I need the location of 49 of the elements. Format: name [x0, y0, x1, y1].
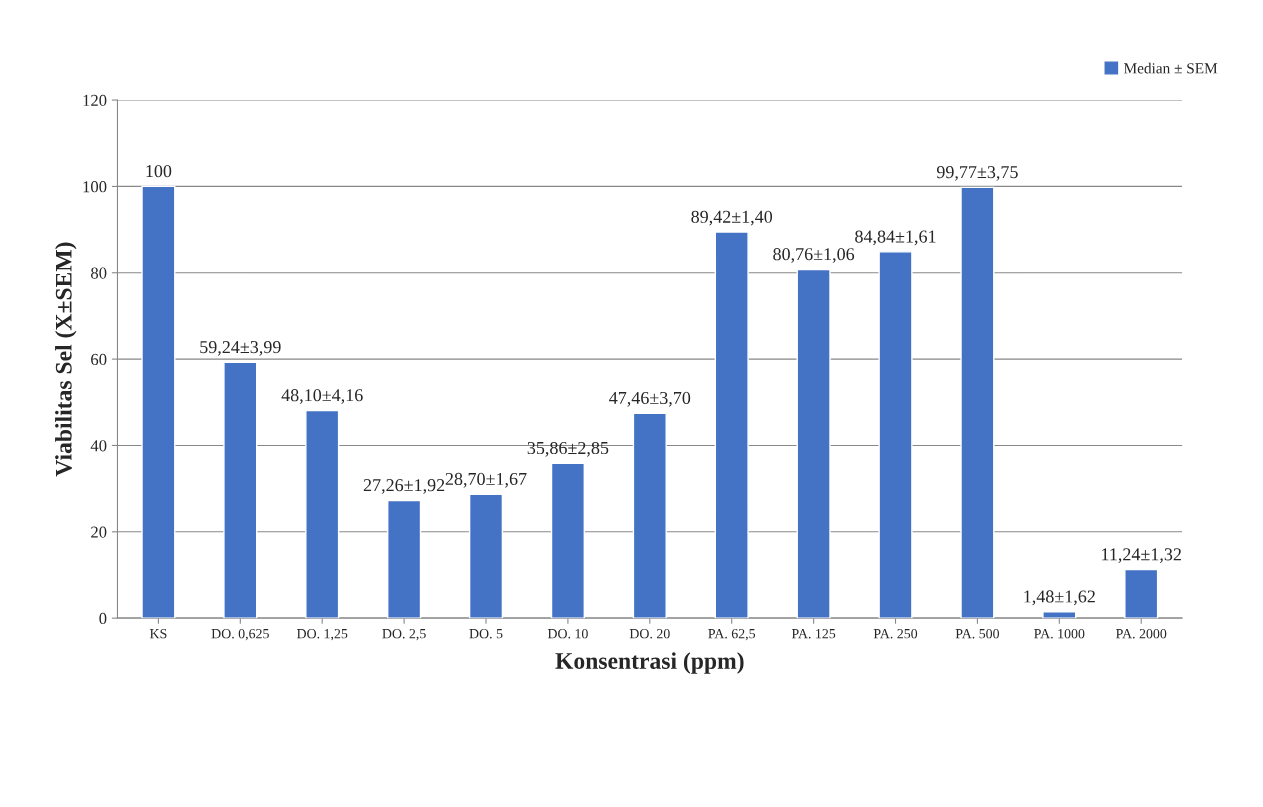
data-label: 99,77±3,75	[936, 166, 1018, 181]
bar	[141, 185, 176, 619]
bar	[1124, 568, 1159, 619]
data-label: 11,24±1,32	[1102, 548, 1181, 564]
y-tick-label: 60	[91, 353, 107, 366]
x-tick-label: PA. 125	[791, 629, 836, 639]
bar	[550, 462, 585, 619]
y-tick-label: 20	[91, 526, 107, 538]
x-tick-label: PA. 1000	[1034, 628, 1085, 639]
data-label: 100	[146, 165, 172, 178]
data-label: 84,84±1,61	[855, 230, 936, 246]
data-label: 1,48±1,62	[1024, 590, 1095, 606]
x-tick-label: DO. 0,625	[211, 628, 269, 641]
y-axis-title: Viabilitas Sel (X±SEM)	[55, 242, 77, 477]
data-label: 89,42±1,40	[691, 210, 773, 226]
x-tick-label: KS	[149, 629, 167, 639]
bar	[796, 268, 831, 619]
data-label: 59,24±3,99	[200, 341, 281, 356]
x-tick-label: PA. 2000	[1116, 628, 1167, 639]
data-label: 28,70±1,67	[445, 472, 527, 488]
data-label: 80,76±1,06	[773, 248, 855, 263]
x-axis-title: Konsentrasi (ppm)	[555, 652, 744, 674]
bar	[468, 493, 504, 619]
bar	[223, 361, 258, 619]
x-tick-label: DO. 5	[469, 629, 503, 639]
y-tick-label: 100	[83, 181, 107, 193]
x-tick-label: DO. 20	[629, 628, 670, 639]
bar	[878, 251, 913, 619]
x-tick-label: DO. 10	[547, 628, 588, 639]
x-tick-label: PA. 500	[955, 628, 1000, 639]
x-tick-label: PA. 250	[873, 628, 918, 639]
bar	[632, 412, 667, 619]
bar	[387, 499, 422, 619]
data-label: 27,26±1,92	[363, 479, 445, 494]
y-tick-label: 120	[83, 94, 107, 107]
data-label: 48,10±4,16	[281, 389, 363, 404]
bar	[1042, 611, 1077, 619]
x-tick-label: DO. 2,5	[382, 629, 426, 641]
x-tick-label: DO. 1,25	[296, 629, 348, 641]
data-label: 35,86±2,85	[527, 441, 609, 457]
bar	[305, 409, 340, 619]
x-tick-label: PA. 62,5	[708, 629, 756, 641]
bar	[960, 186, 995, 619]
y-tick-label: 80	[91, 267, 107, 279]
y-tick-label: 0	[99, 612, 107, 625]
legend-label: Median ± SEM	[1124, 62, 1218, 74]
bar	[714, 231, 749, 619]
data-label: 47,46±3,70	[609, 391, 691, 407]
y-tick-label: 40	[90, 440, 107, 452]
